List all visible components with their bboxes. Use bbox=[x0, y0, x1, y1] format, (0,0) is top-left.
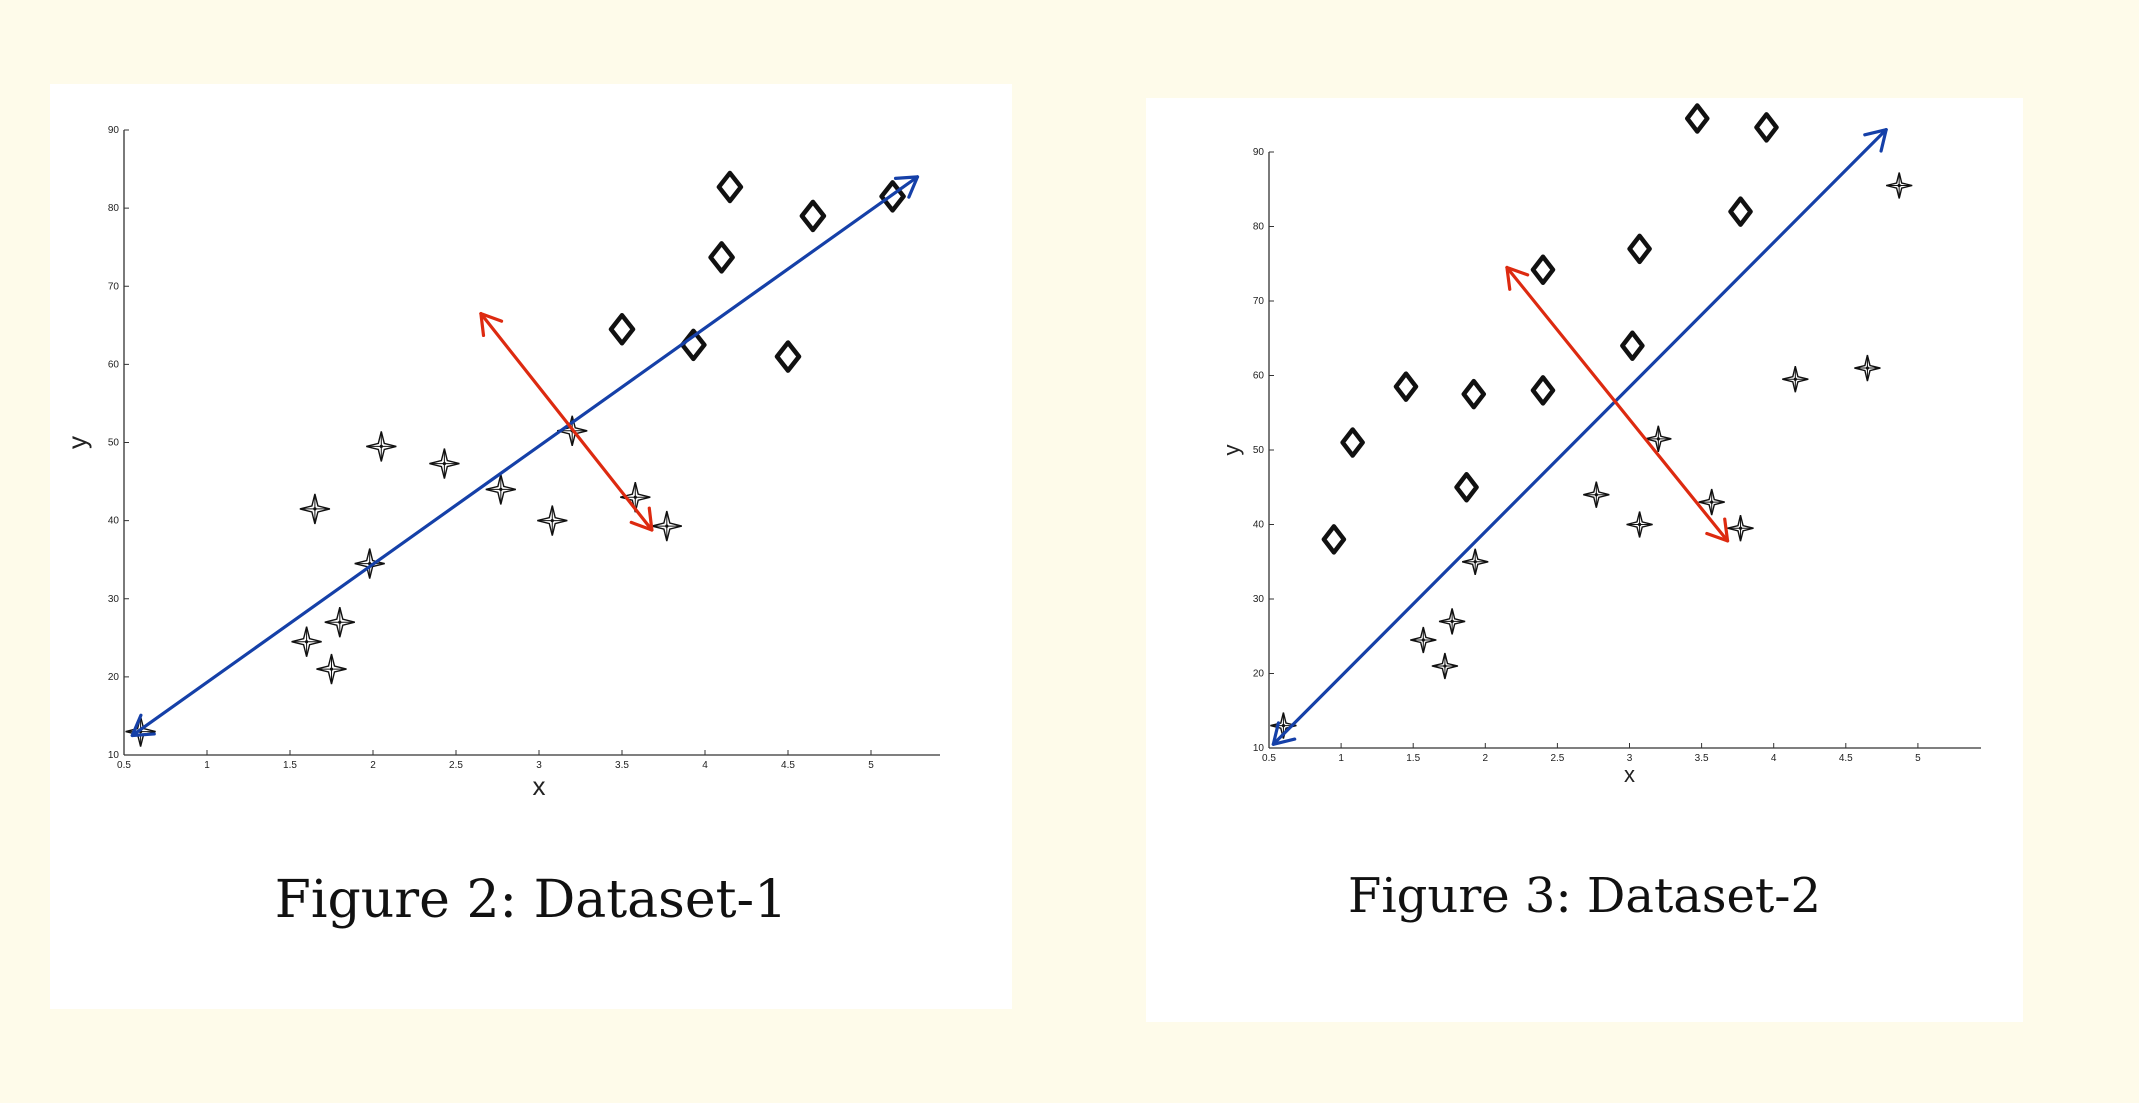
y-tick-label: 20 bbox=[1253, 669, 1265, 680]
star-point bbox=[366, 431, 397, 462]
y-tick-label: 30 bbox=[108, 594, 120, 605]
dataset-1-scatter-chart: 0.5 1 1.5 2 2.5 3 3.5 4 4.5 5 10 20 30 40 50 60 70 80 90 x y bbox=[62, 125, 940, 801]
figure-3-caption: Figure 3: Dataset-2 bbox=[1348, 868, 1821, 924]
star-point bbox=[324, 607, 355, 638]
star-point bbox=[316, 653, 347, 685]
diamond-point bbox=[1620, 330, 1645, 361]
star-point bbox=[537, 505, 568, 536]
x-tick-label: 3.5 bbox=[1695, 753, 1709, 764]
diamond-point bbox=[799, 199, 827, 233]
x-tick-label: 1.5 bbox=[283, 760, 297, 771]
star-point bbox=[485, 474, 516, 505]
y-tick-label: 10 bbox=[1253, 743, 1265, 754]
figure-3-panel: 0.5 1 1.5 2 2.5 3 3.5 4 4.5 5 10 20 30 40 50 60 70 80 90 x y… bbox=[1146, 98, 2023, 1022]
diamond-point bbox=[1754, 112, 1779, 143]
y-tick-label: 20 bbox=[108, 672, 120, 683]
y-tick-label: 90 bbox=[1253, 147, 1265, 158]
x-tick-label: 3 bbox=[1627, 753, 1633, 764]
diamond-point bbox=[1454, 472, 1479, 503]
data-points bbox=[1270, 103, 1913, 739]
diamond-point bbox=[608, 312, 636, 346]
diamond-point bbox=[1340, 427, 1365, 458]
x-tick-label: 2.5 bbox=[1550, 753, 1564, 764]
y-tick-label: 30 bbox=[1253, 594, 1265, 605]
x-tick-label: 5 bbox=[868, 760, 874, 771]
diamond-point bbox=[716, 170, 744, 204]
figure-2-panel: 0.5 1 1.5 2 2.5 3 3.5 4 4.5 5 10 20 30 40 50 60 70 80 90 x y… bbox=[50, 84, 1012, 1009]
diamond-point bbox=[774, 340, 802, 373]
star-point bbox=[1410, 626, 1437, 654]
data-points bbox=[125, 170, 906, 747]
y-tick-label: 10 bbox=[108, 750, 120, 761]
star-point bbox=[1462, 548, 1489, 575]
x-tick-label: 4 bbox=[1771, 753, 1777, 764]
principal-direction-arrow bbox=[130, 175, 920, 738]
x-tick-label: 3 bbox=[536, 760, 542, 771]
star-point bbox=[291, 626, 322, 657]
y-tick-label: 80 bbox=[1253, 222, 1265, 233]
arrows bbox=[130, 175, 920, 738]
diamond-point bbox=[1728, 196, 1753, 227]
x-tick-label: 2 bbox=[1483, 753, 1489, 764]
y-tick-label: 40 bbox=[108, 516, 120, 527]
x-axis-label: x bbox=[533, 771, 546, 801]
arrows bbox=[1271, 128, 1888, 746]
y-tick-label: 60 bbox=[1253, 371, 1265, 382]
star-point bbox=[1431, 652, 1459, 680]
star-point bbox=[299, 493, 331, 525]
x-tick-label: 1 bbox=[204, 760, 210, 771]
x-tick-label: 0.5 bbox=[117, 760, 131, 771]
star-point bbox=[429, 448, 460, 479]
x-tick-label: 4.5 bbox=[781, 760, 795, 771]
orthogonal-direction-arrow bbox=[1505, 265, 1730, 543]
principal-direction-arrow bbox=[1271, 128, 1888, 746]
x-tick-label: 3.5 bbox=[615, 760, 629, 771]
diamond-point bbox=[1530, 254, 1556, 285]
y-axis-label: y bbox=[1219, 445, 1244, 456]
diamond-point bbox=[1627, 233, 1652, 265]
star-point bbox=[651, 510, 682, 542]
star-point bbox=[1645, 425, 1672, 452]
diamond-point bbox=[1321, 524, 1347, 555]
star-point bbox=[1438, 608, 1466, 635]
x-tick-label: 2 bbox=[370, 760, 376, 771]
star-point bbox=[1886, 172, 1913, 199]
diamond-point bbox=[1530, 375, 1556, 406]
star-point bbox=[125, 716, 156, 747]
x-tick-label: 1.5 bbox=[1406, 753, 1420, 764]
y-tick-label: 50 bbox=[108, 438, 120, 449]
dataset-2-scatter-chart: 0.5 1 1.5 2 2.5 3 3.5 4 4.5 5 10 20 30 40 50 60 70 80 90 x y bbox=[1219, 103, 1981, 787]
star-point bbox=[1854, 354, 1881, 382]
y-tick-label: 70 bbox=[108, 281, 120, 292]
orthogonal-direction-arrow bbox=[479, 311, 654, 532]
diamond-point bbox=[708, 241, 735, 274]
star-point bbox=[1698, 488, 1725, 516]
star-point bbox=[1626, 511, 1653, 538]
x-tick-label: 4 bbox=[702, 760, 708, 771]
star-point bbox=[1782, 366, 1809, 393]
x-tick-label: 1 bbox=[1338, 753, 1344, 764]
y-tick-label: 50 bbox=[1253, 445, 1265, 456]
x-tick-label: 4.5 bbox=[1839, 753, 1853, 764]
y-tick-label: 60 bbox=[108, 359, 120, 370]
y-axis-label: y bbox=[62, 436, 92, 449]
y-tick-label: 80 bbox=[108, 203, 120, 214]
diamond-point bbox=[1461, 378, 1487, 410]
diamond-point bbox=[879, 180, 906, 213]
figure-2-caption: Figure 2: Dataset-1 bbox=[274, 870, 788, 930]
axes: 0.5 1 1.5 2 2.5 3 3.5 4 4.5 5 10 20 30 40 50 60 70 80 90 x y bbox=[62, 125, 940, 801]
y-tick-label: 90 bbox=[108, 125, 120, 136]
diamond-point bbox=[1393, 371, 1419, 402]
y-tick-label: 70 bbox=[1253, 296, 1265, 307]
star-point bbox=[1583, 481, 1610, 508]
x-axis-label: x bbox=[1624, 762, 1635, 787]
diamond-point bbox=[1685, 103, 1710, 134]
x-tick-label: 2.5 bbox=[449, 760, 463, 771]
x-tick-label: 0.5 bbox=[1262, 753, 1276, 764]
axes: 0.5 1 1.5 2 2.5 3 3.5 4 4.5 5 10 20 30 40 50 60 70 80 90 x y bbox=[1219, 147, 1981, 787]
x-tick-label: 5 bbox=[1915, 753, 1921, 764]
star-point bbox=[1727, 515, 1754, 542]
y-tick-label: 40 bbox=[1253, 520, 1265, 531]
